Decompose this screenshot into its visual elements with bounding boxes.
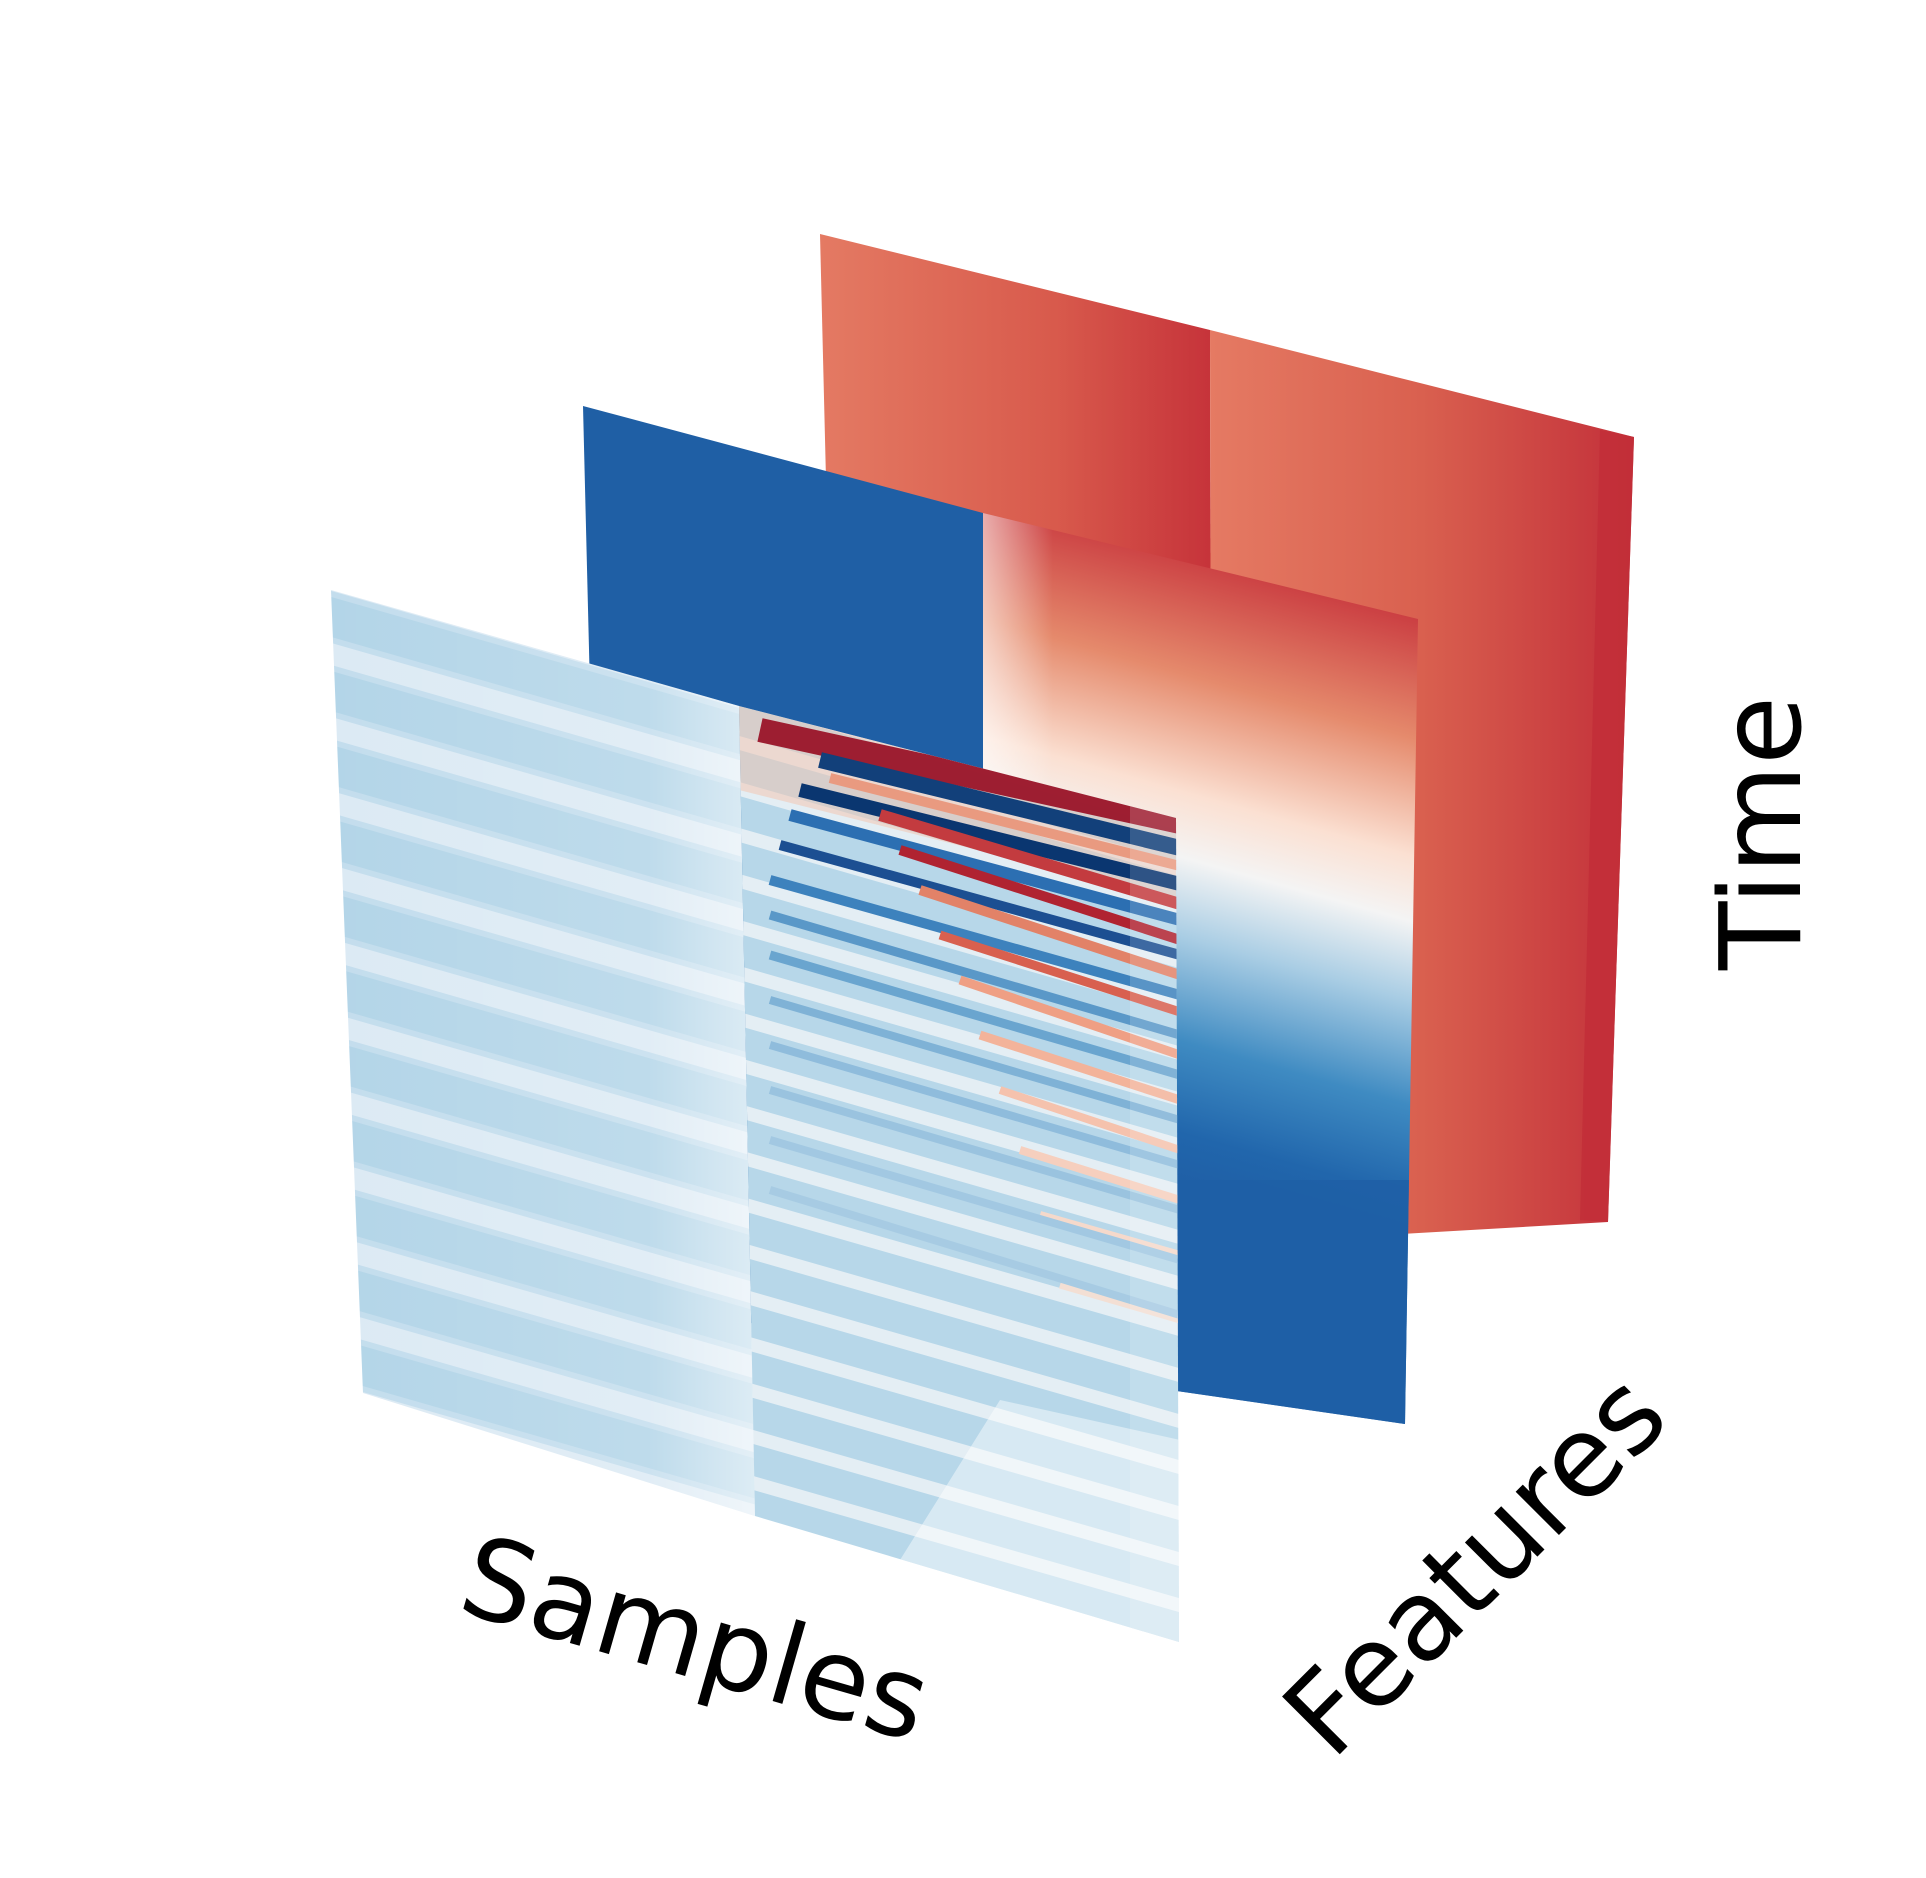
axis-label-features: Features (1259, 1349, 1691, 1781)
front-slice (331, 590, 1179, 1642)
back-slice-edge (1580, 430, 1634, 1222)
front-slice-ripples (739, 706, 1179, 1642)
axis-label-time: Time (1697, 696, 1827, 971)
